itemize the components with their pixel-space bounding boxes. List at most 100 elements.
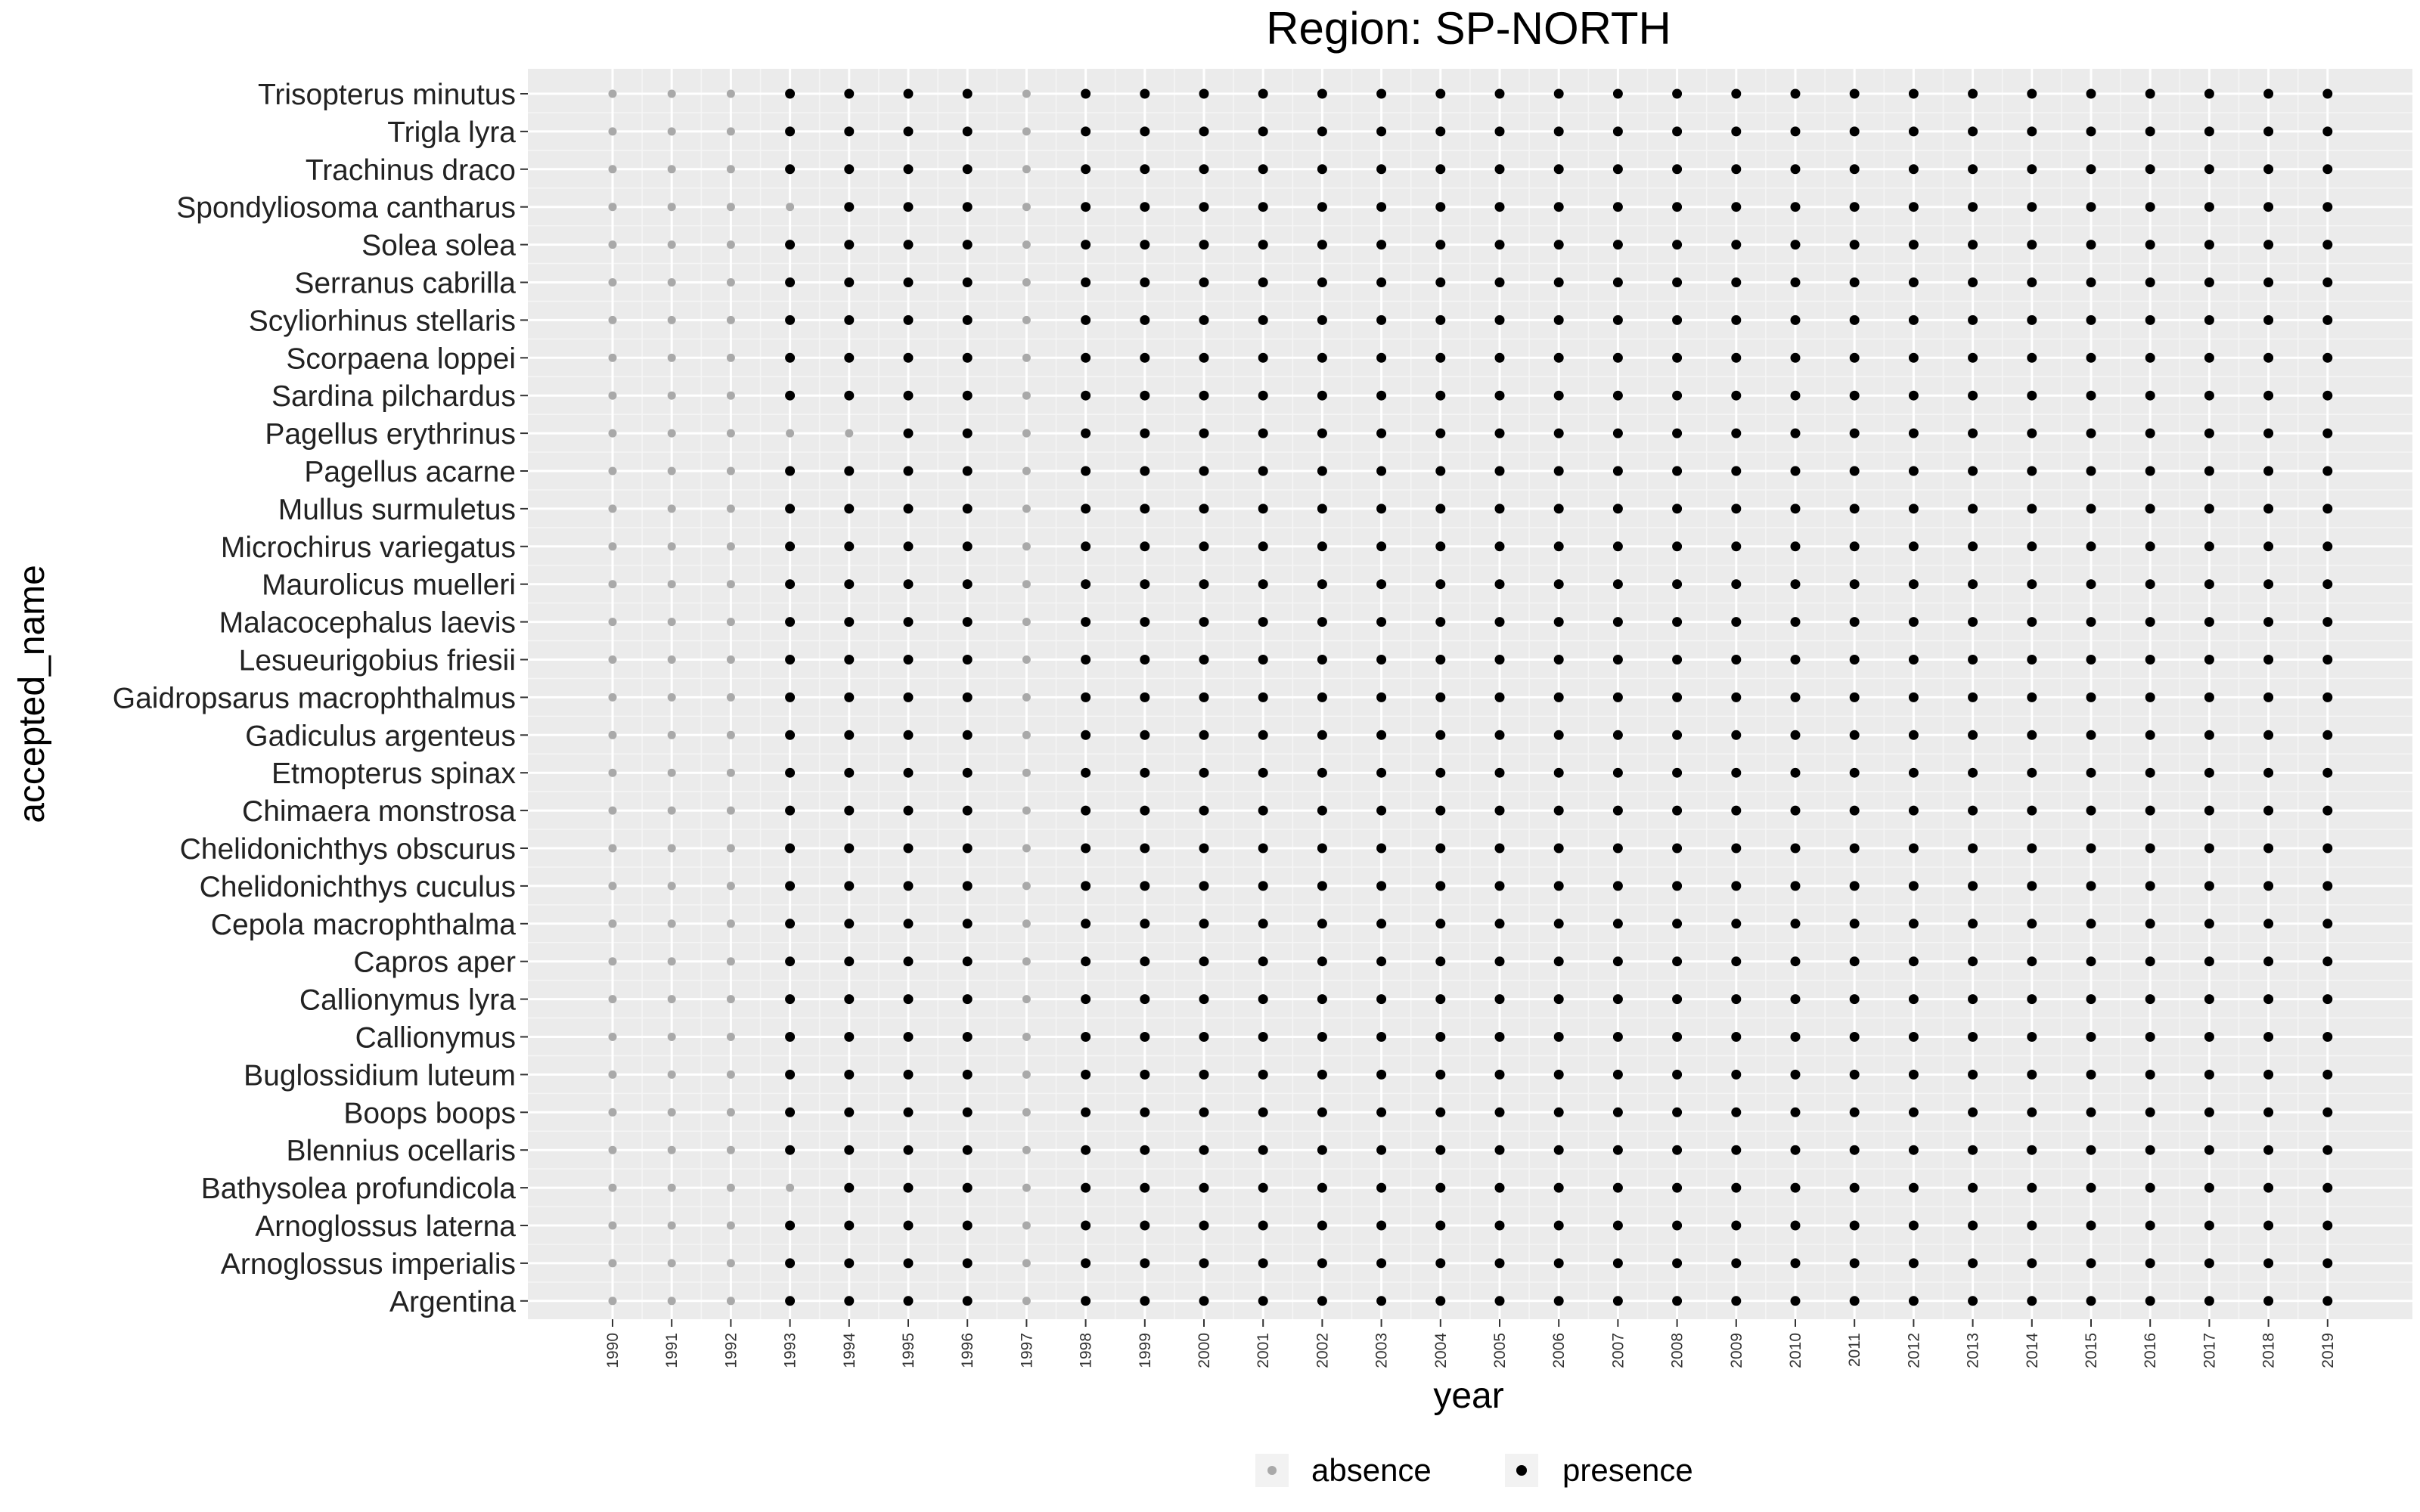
point-presence <box>1199 919 1209 929</box>
y-tick-label: Bathysolea profundicola <box>201 1173 517 1205</box>
point-presence <box>2145 88 2155 99</box>
point-presence <box>1140 314 1150 325</box>
point-presence <box>1376 352 1387 363</box>
point-presence <box>1199 1296 1209 1306</box>
point-presence <box>903 202 914 212</box>
data-points <box>608 88 2333 1306</box>
point-presence <box>1908 88 1919 99</box>
point-presence <box>1672 617 1683 627</box>
point-presence <box>1968 956 1978 967</box>
point-presence <box>1376 767 1387 778</box>
point-presence <box>903 1145 914 1155</box>
point-presence <box>1849 730 1860 740</box>
point-presence <box>844 352 855 363</box>
point-presence <box>1968 919 1978 929</box>
point-absence <box>1022 881 1031 891</box>
point-presence <box>1435 503 1446 514</box>
point-presence <box>2145 579 2155 590</box>
point-presence <box>1672 466 1683 476</box>
point-presence <box>2145 1296 2155 1306</box>
point-presence <box>1199 126 1209 137</box>
point-presence <box>844 503 855 514</box>
y-tick-label: Chelidonichthys obscurus <box>180 833 516 866</box>
point-presence <box>2263 881 2274 891</box>
point-presence <box>1849 202 1860 212</box>
point-presence <box>2086 919 2096 929</box>
point-presence <box>1968 428 1978 438</box>
point-presence <box>1790 88 1801 99</box>
point-presence <box>1258 314 1268 325</box>
point-presence <box>1199 541 1209 552</box>
point-presence <box>903 126 914 137</box>
point-presence <box>844 881 855 891</box>
point-presence <box>1553 919 1564 929</box>
point-presence <box>1612 1032 1623 1042</box>
point-presence <box>785 767 796 778</box>
point-presence <box>903 503 914 514</box>
point-presence <box>1968 805 1978 816</box>
point-absence <box>667 1183 676 1192</box>
point-presence <box>1731 956 1742 967</box>
point-presence <box>2263 805 2274 816</box>
point-presence <box>1258 730 1268 740</box>
point-presence <box>1672 767 1683 778</box>
point-presence <box>2086 541 2096 552</box>
point-presence <box>2204 1220 2214 1231</box>
point-presence <box>844 767 855 778</box>
point-presence <box>1849 314 1860 325</box>
point-presence <box>1199 881 1209 891</box>
point-presence <box>962 1182 973 1193</box>
point-presence <box>1968 767 1978 778</box>
point-presence <box>1968 503 1978 514</box>
point-presence <box>1849 240 1860 250</box>
point-presence <box>2204 1258 2214 1269</box>
x-tick-label-2004: 2004 <box>1432 1333 1450 1368</box>
point-presence <box>903 617 914 627</box>
point-presence <box>1968 1145 1978 1155</box>
point-absence <box>667 768 676 777</box>
point-presence <box>1612 579 1623 590</box>
x-tick-label-2012: 2012 <box>1905 1333 1922 1368</box>
point-presence <box>2204 1145 2214 1155</box>
point-presence <box>1731 126 1742 137</box>
point-presence <box>1199 352 1209 363</box>
point-presence <box>1553 1145 1564 1155</box>
point-presence <box>1258 503 1268 514</box>
point-presence <box>2086 1069 2096 1080</box>
point-presence <box>1731 202 1742 212</box>
point-presence <box>1968 1069 1978 1080</box>
point-absence <box>667 165 676 174</box>
point-presence <box>2086 1145 2096 1155</box>
point-presence <box>1140 617 1150 627</box>
point-presence <box>903 692 914 702</box>
point-presence <box>2027 1220 2037 1231</box>
point-presence <box>962 1258 973 1269</box>
point-presence <box>785 390 796 401</box>
point-presence <box>785 617 796 627</box>
point-presence <box>1199 1145 1209 1155</box>
point-presence <box>2263 994 2274 1005</box>
point-presence <box>844 1220 855 1231</box>
point-presence <box>1731 1182 1742 1193</box>
point-absence <box>608 768 617 777</box>
point-absence <box>786 1183 795 1192</box>
point-presence <box>1140 126 1150 137</box>
point-presence <box>1908 202 1919 212</box>
point-presence <box>2027 1145 2037 1155</box>
point-presence <box>1435 352 1446 363</box>
point-presence <box>1672 503 1683 514</box>
point-presence <box>1494 1182 1505 1193</box>
point-presence <box>1790 1220 1801 1231</box>
point-presence <box>2322 164 2333 175</box>
point-presence <box>785 1296 796 1306</box>
point-absence <box>1022 618 1031 627</box>
point-presence <box>1494 164 1505 175</box>
point-presence <box>2204 466 2214 476</box>
x-tick-label-2009: 2009 <box>1728 1333 1745 1368</box>
point-presence <box>1435 805 1446 816</box>
point-presence <box>1672 1145 1683 1155</box>
point-presence <box>2322 617 2333 627</box>
point-presence <box>1612 541 1623 552</box>
point-presence <box>2027 164 2037 175</box>
point-presence <box>1435 428 1446 438</box>
